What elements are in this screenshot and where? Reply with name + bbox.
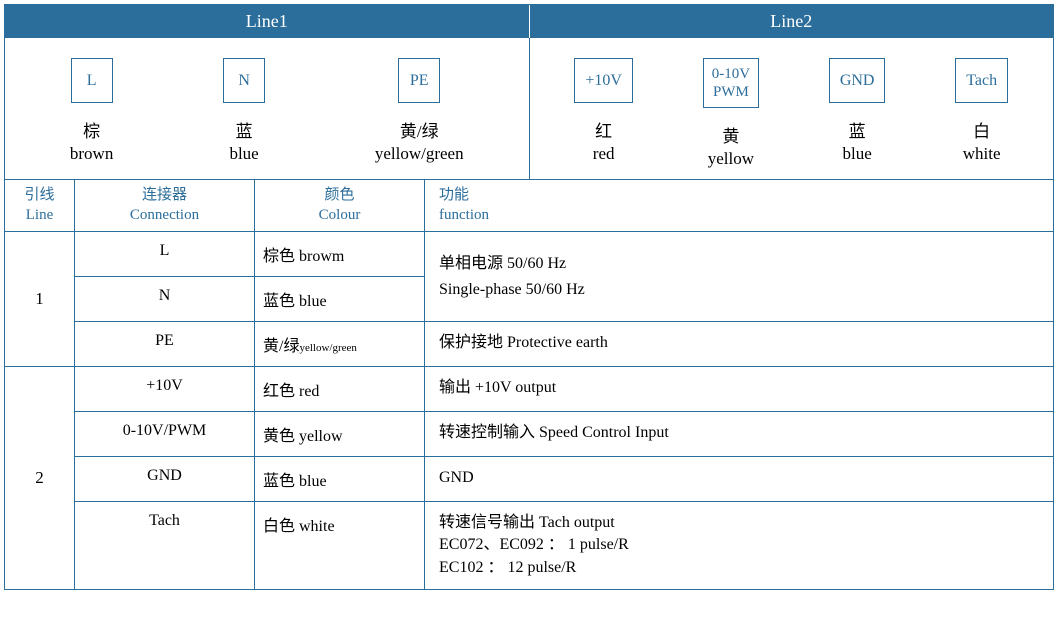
terminal-box: PE: [398, 58, 440, 103]
cell-rest: +10V红色 red输出 +10V output0-10V/PWM黄色 yell…: [75, 367, 1053, 589]
cell-colour: 蓝色 blue: [255, 457, 425, 501]
wiring-table-container: Line1 Line2 L棕brownN蓝bluePE黄/绿yellow/gre…: [4, 4, 1054, 590]
table-row: 2+10V红色 red输出 +10V output0-10V/PWM黄色 yel…: [5, 367, 1053, 589]
terminal-label-en: red: [593, 144, 615, 164]
terminal-box: +10V: [574, 58, 633, 103]
terminal-label-cn: 棕: [83, 117, 100, 142]
terminal: GND 蓝blue: [829, 58, 886, 164]
terminal-box: N: [223, 58, 265, 103]
diagram-row: L棕brownN蓝bluePE黄/绿yellow/green +10V红red0…: [5, 38, 1053, 180]
terminal-box: Tach: [955, 58, 1008, 103]
terminal: +10V 红red: [574, 58, 633, 164]
cell-colour: 白色 white: [255, 502, 425, 589]
cell-colour: 红色 red: [255, 367, 425, 411]
terminal-label-cn: 蓝: [236, 117, 253, 142]
cell-line: 2: [5, 367, 75, 589]
diagram-line1: L棕brown N蓝blue PE 黄/绿yellow/green: [5, 38, 530, 179]
table-row: 1L棕色 browmN蓝色 blue单相电源 50/60 HzSingle-ph…: [5, 232, 1053, 367]
terminal-label-cn: 黄/绿: [400, 117, 439, 142]
terminal-label-en: yellow: [708, 149, 754, 169]
cell-function-merged: 单相电源 50/60 HzSingle-phase 50/60 Hz: [425, 232, 1053, 321]
cell-function: 保护接地 Protective earth: [425, 322, 1053, 366]
cell-connection: GND: [75, 457, 255, 501]
subrow: GND蓝色 blueGND: [75, 457, 1053, 502]
cell-connection: +10V: [75, 367, 255, 411]
subrow: Tach白色 white转速信号输出 Tach outputEC072、EC09…: [75, 502, 1053, 589]
terminal-label-en: white: [963, 144, 1001, 164]
subrow: PE黄/绿yellow/green保护接地 Protective earth: [75, 322, 1053, 366]
cell-function: 转速信号输出 Tach outputEC072、EC092 ： 1 pulse/…: [425, 502, 1053, 589]
cell-function: 转速控制输入 Speed Control Input: [425, 412, 1053, 456]
terminal-box: GND: [829, 58, 886, 103]
terminal: 0-10VPWM 黄yellow: [703, 58, 759, 169]
terminal-label-cn: 白: [973, 117, 990, 142]
terminal-box: 0-10VPWM: [703, 58, 759, 108]
cell-colour: 蓝色 blue: [255, 277, 425, 321]
cell-colour: 棕色 browm: [255, 232, 425, 276]
table-body: 1L棕色 browmN蓝色 blue单相电源 50/60 HzSingle-ph…: [5, 232, 1053, 589]
th-connection: 连接器 Connection: [75, 180, 255, 231]
th-function: 功能 function: [425, 180, 1053, 231]
terminal: N蓝blue: [223, 58, 265, 164]
header-line1: Line1: [5, 5, 530, 38]
cell-colour: 黄/绿yellow/green: [255, 322, 425, 366]
cell-connection: Tach: [75, 502, 255, 589]
diagram-line2: +10V 红red 0-10VPWM 黄yellow GND 蓝blue Tach 白whit…: [530, 38, 1054, 179]
terminal: PE 黄/绿yellow/green: [375, 58, 464, 164]
cell-connection: L: [75, 232, 255, 276]
terminal-label-cn: 蓝: [849, 117, 866, 142]
terminal-label-cn: 红: [595, 117, 612, 142]
th-colour: 颜色 Colour: [255, 180, 425, 231]
terminal: L棕brown: [70, 58, 113, 164]
header-row: Line1 Line2: [5, 5, 1053, 38]
terminal: Tach 白white: [955, 58, 1008, 164]
terminal-box: L: [71, 58, 113, 103]
cell-function: 输出 +10V output: [425, 367, 1053, 411]
cell-connection: PE: [75, 322, 255, 366]
header-line2: Line2: [530, 5, 1054, 38]
terminal-label-en: blue: [229, 144, 258, 164]
cell-function: GND: [425, 457, 1053, 501]
terminal-label-cn: 黄: [722, 122, 739, 147]
cell-connection: N: [75, 277, 255, 321]
subrow: +10V红色 red输出 +10V output: [75, 367, 1053, 412]
th-line: 引线 Line: [5, 180, 75, 231]
cell-line: 1: [5, 232, 75, 366]
cell-colour: 黄色 yellow: [255, 412, 425, 456]
cell-rest: L棕色 browmN蓝色 blue单相电源 50/60 HzSingle-pha…: [75, 232, 1053, 366]
terminal-label-en: yellow/green: [375, 144, 464, 164]
table-header: 引线 Line 连接器 Connection 颜色 Colour 功能 func…: [5, 180, 1053, 232]
terminal-label-en: brown: [70, 144, 113, 164]
subrow: 0-10V/PWM黄色 yellow转速控制输入 Speed Control I…: [75, 412, 1053, 457]
cell-connection: 0-10V/PWM: [75, 412, 255, 456]
terminal-label-en: blue: [843, 144, 872, 164]
